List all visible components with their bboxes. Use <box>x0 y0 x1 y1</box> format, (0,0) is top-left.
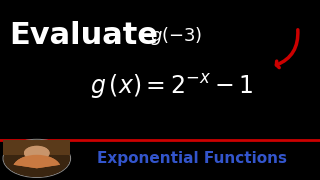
Circle shape <box>3 140 70 177</box>
Text: Evaluate: Evaluate <box>10 21 159 51</box>
Polygon shape <box>3 140 70 155</box>
Circle shape <box>24 146 50 160</box>
Text: Exponential Functions: Exponential Functions <box>97 151 287 166</box>
Wedge shape <box>14 155 60 168</box>
Circle shape <box>4 140 70 177</box>
Text: $g\,(x) = 2^{-x}-1$: $g\,(x) = 2^{-x}-1$ <box>90 72 253 101</box>
Text: $g(-3)$: $g(-3)$ <box>150 25 203 47</box>
